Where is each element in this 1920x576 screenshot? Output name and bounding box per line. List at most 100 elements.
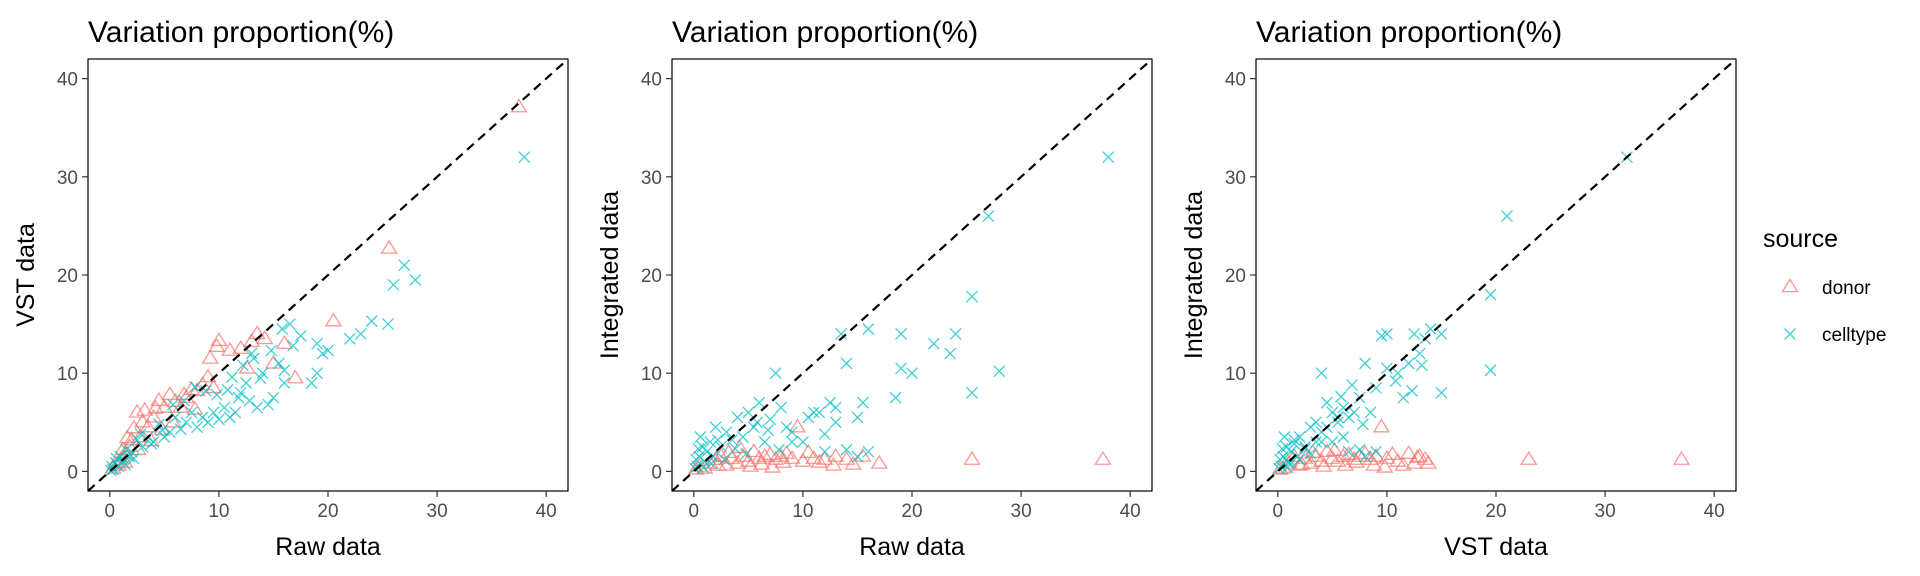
celltype-point-61	[692, 442, 705, 455]
donor-point-28	[687, 460, 705, 475]
donor-point-16	[182, 381, 201, 396]
celltype-point-31	[731, 411, 744, 424]
y-axis-title: Integrated data	[596, 191, 624, 359]
x-tick-label: 20	[317, 501, 338, 522]
celltype-point-3	[1484, 364, 1497, 377]
celltype-point-12	[305, 377, 318, 389]
legend-donor-point-0	[1781, 278, 1799, 293]
y-tick-label: 20	[1225, 266, 1246, 287]
celltype-point-5	[1435, 386, 1448, 399]
y-tick-label: 0	[67, 462, 78, 483]
donor-point-12	[201, 349, 219, 364]
celltype-point-4	[1435, 327, 1448, 340]
panel-title: Variation proportion(%)	[1256, 16, 1562, 49]
gridless-plot-area: 0 10 20 30 40 0 10 20 30 40 Raw data Integrated dat…	[596, 58, 1153, 561]
donor-point-4	[837, 450, 856, 465]
celltype-point-49	[1310, 416, 1322, 429]
panel-2: Variation proportion(%) 0 10 20 30 40 0 10 20 30…	[596, 16, 1153, 561]
celltype-point-66	[127, 452, 140, 465]
celltype-point-27	[753, 396, 766, 409]
celltype-point-40	[136, 440, 149, 453]
celltype-point-27	[207, 406, 220, 419]
celltype-point-30	[1293, 431, 1306, 443]
celltype-point-40	[696, 440, 709, 453]
donor-point-19	[1312, 452, 1331, 467]
x-tick-label: 30	[1595, 501, 1616, 522]
celltype-point-2	[1484, 288, 1497, 301]
donor-point-1	[380, 239, 398, 254]
identity-reference-line	[672, 59, 1152, 491]
celltype-point-29	[742, 406, 755, 419]
celltype-point-36	[158, 431, 171, 443]
celltype-point-41	[1359, 450, 1372, 463]
donor-point-14	[1340, 445, 1358, 460]
celltype-point-48	[818, 445, 831, 458]
panel-title: Variation proportion(%)	[672, 16, 978, 49]
celltype-point-63	[772, 443, 785, 456]
celltype-point-3	[387, 278, 400, 291]
celltype-point-73	[226, 371, 238, 384]
celltype-point-21	[240, 377, 253, 389]
donor-point-36	[136, 401, 154, 416]
celltype-point-61	[178, 394, 190, 407]
donor-point-8	[794, 452, 812, 467]
donor-point-0	[510, 98, 528, 113]
celltype-point-48	[1315, 435, 1328, 448]
donor-point-8	[232, 339, 250, 354]
y-tick-label: 0	[651, 462, 662, 483]
celltype-point-14	[851, 411, 864, 424]
donor-point-29	[1408, 448, 1427, 463]
data-layer	[672, 59, 1152, 491]
donor-point-16	[1329, 452, 1347, 467]
donor-point-49	[146, 399, 165, 414]
celltype-point-17	[267, 391, 280, 404]
celltype-point-46	[851, 450, 864, 463]
celltype-point-11	[1397, 391, 1410, 404]
celltype-point-53	[1288, 433, 1301, 446]
celltype-point-68	[110, 452, 123, 465]
x-tick-label: 10	[792, 501, 813, 522]
celltype-point-15	[278, 377, 291, 389]
celltype-point-56	[1276, 442, 1289, 455]
celltype-point-14	[278, 364, 291, 377]
celltype-point-49	[829, 401, 842, 414]
donor-point-14	[761, 445, 779, 460]
donor-point-37	[1383, 445, 1402, 460]
celltype-point-51	[1299, 442, 1312, 455]
y-tick-label: 20	[57, 266, 78, 287]
celltype-point-62	[167, 398, 180, 411]
celltype-point-9	[895, 327, 908, 340]
celltype-point-21	[1337, 431, 1350, 443]
celltype-point-65	[134, 428, 147, 441]
panel-1: Variation proportion(%) 0 10 20 30 40 0 10 20 30…	[12, 16, 569, 561]
celltype-point-44	[120, 443, 133, 456]
celltype-point-32	[726, 433, 738, 446]
y-tick-label: 10	[1225, 364, 1246, 385]
celltype-point-25	[769, 367, 782, 380]
celltype-point-60	[1389, 375, 1402, 387]
donor-point-5	[1400, 444, 1418, 459]
legend-symbol-celltype	[1784, 328, 1796, 340]
donor-point-36	[1293, 455, 1311, 470]
celltype-point-43	[123, 450, 136, 463]
celltype-point-8	[322, 344, 334, 357]
celltype-point-53	[758, 435, 771, 448]
series-donor	[1271, 418, 1691, 475]
celltype-point-10	[311, 337, 324, 350]
legend-label-donor: donor	[1822, 278, 1871, 299]
identity-reference-line	[88, 59, 568, 491]
celltype-point-41	[131, 433, 144, 446]
y-tick-label: 40	[57, 70, 78, 91]
donor-point-8	[1372, 418, 1391, 433]
celltype-point-17	[829, 416, 842, 429]
y-tick-label: 0	[1235, 462, 1246, 483]
celltype-point-30	[736, 431, 749, 443]
donor-point-21	[1301, 454, 1320, 469]
celltype-point-2	[993, 365, 1006, 378]
donor-point-42	[186, 400, 204, 415]
celltype-point-44	[1337, 401, 1350, 414]
celltype-point-62	[697, 461, 710, 474]
donor-point-24	[139, 418, 157, 433]
celltype-point-53	[243, 394, 256, 407]
celltype-point-11	[889, 391, 902, 404]
